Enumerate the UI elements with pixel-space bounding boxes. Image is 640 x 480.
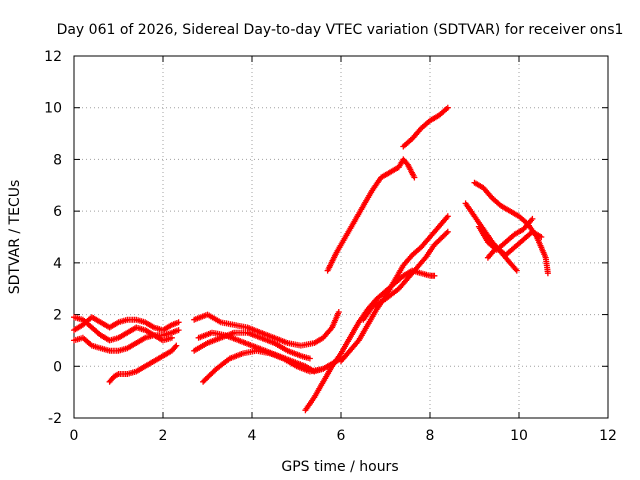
data-points [71,104,551,414]
y-tick-label: 2 [53,308,62,324]
x-tick-label: 8 [426,428,435,444]
y-tick-label: 4 [53,256,62,272]
series-track-d [106,342,180,385]
marker-trail [400,104,451,150]
y-tick-label: -2 [48,411,62,427]
y-tick-label: 8 [53,152,62,168]
marker-trail [338,213,451,365]
x-tick-label: 10 [510,428,528,444]
series-track-j [338,213,451,365]
grid [74,56,608,418]
marker-trail [324,156,418,274]
y-tick-label: 10 [44,101,62,117]
series-track-h [191,329,313,362]
y-tick-label: 12 [44,49,62,65]
y-tick-label: 6 [53,204,62,220]
y-axis-label: SDTVAR / TECUs [7,180,23,295]
y-axis: -2 0 2 4 6 8 10 12 [44,49,608,427]
marker-trail [191,309,342,349]
marker-trail [71,314,175,344]
marker-trail [106,342,180,385]
x-tick-label: 0 [70,428,79,444]
x-tick-label: 6 [337,428,346,444]
series-track-q [484,228,545,261]
series-track-e [191,309,342,349]
marker-trail [484,228,545,261]
marker-trail [200,347,327,385]
series-track-k [360,228,451,323]
x-tick-label: 4 [248,428,257,444]
series-track-l [324,156,418,274]
x-tick-label: 12 [599,428,617,444]
series-track-m [400,104,451,150]
marker-trail [191,329,313,362]
y-tick-label: 0 [53,359,62,375]
x-tick-label: 2 [159,428,168,444]
marker-trail [360,228,451,323]
x-axis-label: GPS time / hours [281,459,398,475]
series-track-c [71,314,175,344]
x-axis: 0 2 4 6 8 10 12 [70,56,617,444]
series-track-g [200,347,327,385]
chart-title: Day 061 of 2026, Sidereal Day-to-day VTE… [57,22,624,38]
